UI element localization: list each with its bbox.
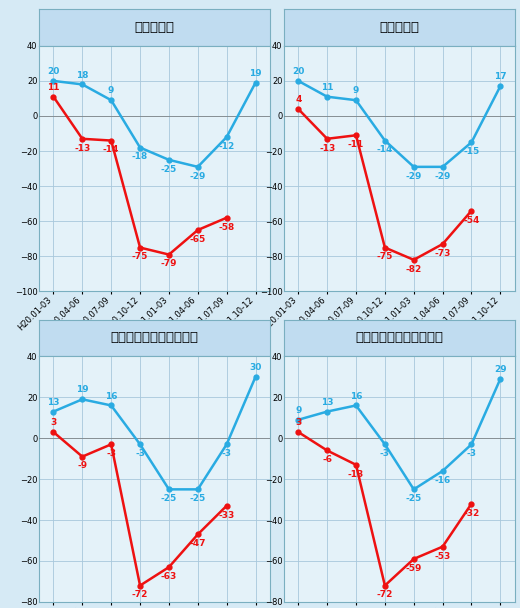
Text: -6: -6 [322,455,332,465]
Text: -11: -11 [348,140,364,149]
Text: 9: 9 [108,86,114,95]
Text: -3: -3 [466,449,476,458]
Text: -25: -25 [406,494,422,503]
Text: 戸建て注文住宅受注戸数: 戸建て注文住宅受注戸数 [110,331,199,345]
Text: -3: -3 [222,449,232,458]
Text: 3: 3 [295,418,302,427]
Text: -82: -82 [406,264,422,274]
Text: 30: 30 [250,363,262,372]
Text: -29: -29 [434,171,451,181]
Text: 17: 17 [494,72,506,81]
Text: -33: -33 [218,511,235,520]
Text: -14: -14 [376,145,393,154]
Text: -25: -25 [190,494,206,503]
Text: -58: -58 [218,223,235,232]
Text: -9: -9 [77,461,87,471]
Text: -72: -72 [132,590,148,599]
Text: 29: 29 [494,365,506,374]
Text: -59: -59 [406,564,422,573]
Text: -13: -13 [348,469,364,478]
Text: -53: -53 [435,551,451,561]
Text: 戸建て注文住宅受注金額: 戸建て注文住宅受注金額 [355,331,444,345]
Text: -54: -54 [463,216,479,224]
Text: 3: 3 [50,418,57,427]
Text: -3: -3 [135,449,145,458]
Text: -75: -75 [132,252,148,261]
Text: -73: -73 [434,249,451,258]
Text: 9: 9 [295,406,302,415]
Text: 9: 9 [353,86,359,95]
Text: -3: -3 [380,449,390,458]
Text: 13: 13 [321,398,333,407]
Text: 4: 4 [295,95,302,104]
Text: -14: -14 [103,145,120,154]
Text: -13: -13 [319,143,335,153]
Text: 19: 19 [76,385,88,395]
Text: -47: -47 [190,539,206,548]
Text: -12: -12 [218,142,235,151]
Text: 20: 20 [292,67,304,76]
Text: 11: 11 [47,83,60,92]
Text: -16: -16 [435,476,451,485]
Text: -29: -29 [190,171,206,181]
Text: 11: 11 [321,83,333,92]
Text: -13: -13 [74,143,90,153]
Text: -25: -25 [161,494,177,503]
Text: -72: -72 [376,590,393,599]
Text: -63: -63 [161,572,177,581]
Text: -75: -75 [376,252,393,261]
Text: 13: 13 [47,398,60,407]
Text: 総受注戸数: 総受注戸数 [135,21,175,34]
Text: 16: 16 [350,392,362,401]
Text: -3: -3 [106,449,116,458]
Text: 18: 18 [76,71,88,80]
Text: -25: -25 [161,165,177,174]
Text: -32: -32 [463,508,479,517]
Text: 16: 16 [105,392,118,401]
Text: -79: -79 [161,260,177,268]
Text: 19: 19 [249,69,262,78]
Text: 総受注金額: 総受注金額 [379,21,419,34]
Text: 20: 20 [47,67,60,76]
Text: -15: -15 [463,147,479,156]
Text: -18: -18 [132,153,148,161]
Text: -65: -65 [190,235,206,244]
Text: -29: -29 [406,171,422,181]
